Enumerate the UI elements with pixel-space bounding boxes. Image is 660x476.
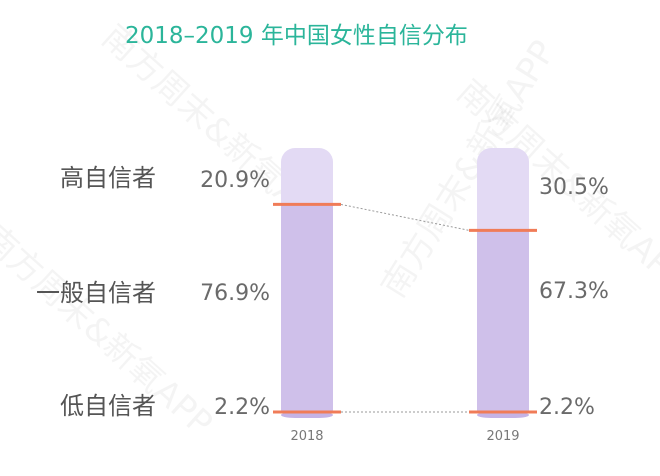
chart-title: 2018–2019 年中国女性自信分布 — [125, 23, 468, 49]
connector-line-1 — [340, 203, 470, 231]
category-label-mid: 一般自信者 — [36, 279, 156, 307]
value-label-low-2018: 2.2% — [214, 395, 270, 420]
bar-mid-fill-2019 — [477, 230, 529, 413]
x-tick-label-2018: 2018 — [290, 429, 323, 444]
bars-layer — [281, 148, 529, 418]
x-tick-label-2019: 2019 — [486, 429, 519, 444]
value-label-low-2019: 2.2% — [539, 395, 595, 420]
category-label-low: 低自信者 — [60, 392, 156, 420]
connectors-layer — [340, 203, 470, 413]
category-label-high: 高自信者 — [60, 164, 156, 192]
dividers-layer — [273, 202, 537, 414]
bar-high-2019 — [477, 148, 529, 245]
value-label-high-2018: 20.9% — [200, 168, 270, 193]
bar-high-2018 — [281, 148, 333, 219]
value-label-high-2019: 30.5% — [539, 175, 609, 200]
value-label-mid-2019: 67.3% — [539, 279, 609, 304]
value-label-mid-2018: 76.9% — [200, 281, 270, 306]
bar-mid-fill-2018 — [281, 204, 333, 413]
